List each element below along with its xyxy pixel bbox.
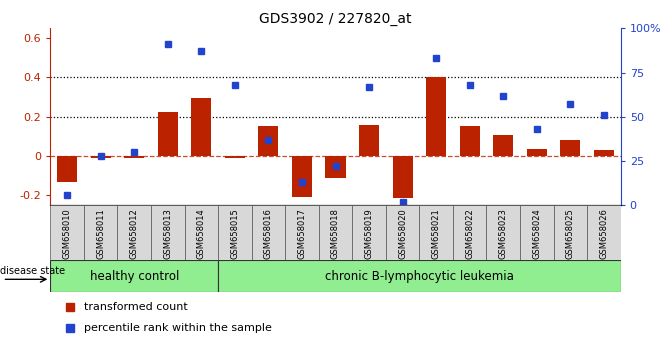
Bar xyxy=(520,205,554,260)
Bar xyxy=(151,205,185,260)
Bar xyxy=(426,76,446,156)
Bar xyxy=(158,112,178,156)
Text: GSM658014: GSM658014 xyxy=(197,208,206,259)
Text: healthy control: healthy control xyxy=(89,270,179,282)
Bar xyxy=(554,205,587,260)
Text: GSM658024: GSM658024 xyxy=(532,208,541,259)
Bar xyxy=(419,205,453,260)
Text: GSM658010: GSM658010 xyxy=(62,208,72,259)
Text: GSM658015: GSM658015 xyxy=(230,208,240,259)
Bar xyxy=(91,156,111,158)
Text: GSM658012: GSM658012 xyxy=(130,208,139,259)
Bar xyxy=(185,205,218,260)
Bar xyxy=(493,135,513,156)
Bar xyxy=(252,205,285,260)
Title: GDS3902 / 227820_at: GDS3902 / 227820_at xyxy=(259,12,412,26)
Bar xyxy=(258,126,278,156)
Bar xyxy=(191,98,211,156)
Bar xyxy=(57,156,77,182)
Text: GSM658019: GSM658019 xyxy=(364,208,374,259)
Bar xyxy=(460,126,480,156)
Bar xyxy=(319,205,352,260)
Text: GSM658022: GSM658022 xyxy=(465,208,474,259)
Text: GSM658016: GSM658016 xyxy=(264,208,273,259)
Bar xyxy=(84,205,117,260)
Bar xyxy=(527,149,547,156)
Bar xyxy=(225,156,245,158)
Bar xyxy=(292,156,312,198)
Text: chronic B-lymphocytic leukemia: chronic B-lymphocytic leukemia xyxy=(325,270,514,282)
Bar xyxy=(218,260,621,292)
Bar xyxy=(124,156,144,158)
Text: GSM658018: GSM658018 xyxy=(331,208,340,259)
Text: GSM658021: GSM658021 xyxy=(431,208,441,259)
Text: GSM658023: GSM658023 xyxy=(499,208,508,259)
Bar xyxy=(393,156,413,199)
Bar xyxy=(560,141,580,156)
Bar xyxy=(587,205,621,260)
Bar xyxy=(359,125,379,156)
Text: disease state: disease state xyxy=(0,266,65,276)
Bar xyxy=(352,205,386,260)
Text: GSM658013: GSM658013 xyxy=(163,208,172,259)
Bar xyxy=(325,156,346,178)
Text: GSM658020: GSM658020 xyxy=(398,208,407,259)
Bar xyxy=(386,205,419,260)
Text: GSM658017: GSM658017 xyxy=(297,208,307,259)
Text: GSM658011: GSM658011 xyxy=(96,208,105,259)
Bar xyxy=(218,205,252,260)
Bar xyxy=(50,260,218,292)
Bar xyxy=(117,205,151,260)
Text: GSM658026: GSM658026 xyxy=(599,208,609,259)
Bar xyxy=(453,205,486,260)
Bar xyxy=(594,150,614,156)
Bar xyxy=(486,205,520,260)
Bar xyxy=(285,205,319,260)
Text: transformed count: transformed count xyxy=(84,302,188,312)
Bar xyxy=(50,205,84,260)
Text: percentile rank within the sample: percentile rank within the sample xyxy=(84,323,272,333)
Text: GSM658025: GSM658025 xyxy=(566,208,575,259)
